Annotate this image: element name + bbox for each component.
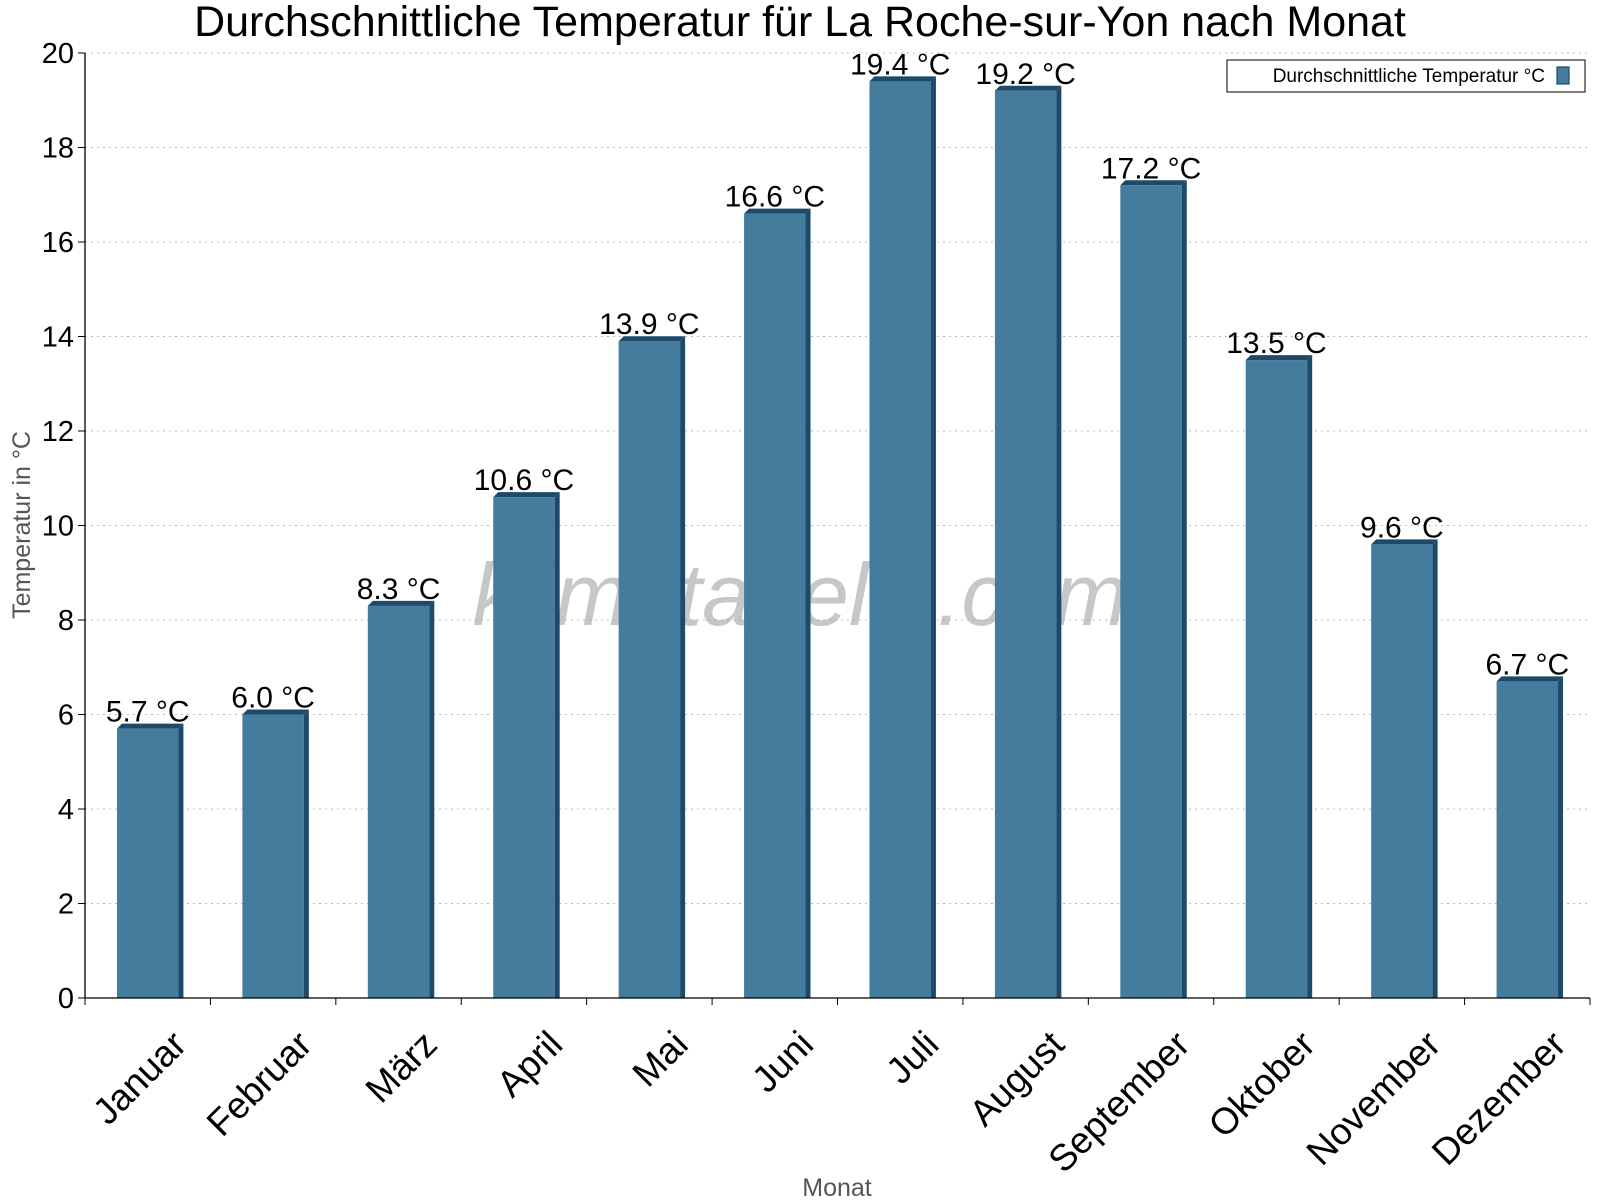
bar-top xyxy=(744,208,811,214)
x-tick-label: Februar xyxy=(199,1023,320,1144)
data-label: 19.2 °C xyxy=(975,58,1075,91)
data-label: 13.9 °C xyxy=(599,308,699,341)
bar-side xyxy=(1558,676,1564,998)
bar-side xyxy=(429,600,435,998)
data-label: 8.3 °C xyxy=(357,573,441,606)
bar-juni xyxy=(744,208,811,998)
bar-februar xyxy=(242,709,309,998)
grid-lines xyxy=(85,52,1590,904)
y-tick-label: 16 xyxy=(42,227,74,259)
bar-top xyxy=(1245,355,1313,361)
data-label: 5.7 °C xyxy=(106,696,190,729)
data-labels: 5.7 °C 6.0 °C 8.3 °C 10.6 °C 13.9 °C 16.6 °C 1… xyxy=(106,48,1569,728)
bar-face xyxy=(744,213,806,998)
y-tick-label: 14 xyxy=(42,322,74,354)
bar-face xyxy=(242,714,304,998)
bar-top xyxy=(994,85,1062,91)
bar-oktober xyxy=(1245,355,1313,998)
data-label: 19.4 °C xyxy=(850,48,950,81)
legend-swatch xyxy=(1556,66,1570,85)
data-label: 9.6 °C xyxy=(1360,511,1444,544)
data-label: 17.2 °C xyxy=(1101,152,1201,185)
y-tick-label: 20 xyxy=(42,38,74,70)
bar-top xyxy=(1371,539,1438,545)
data-label: 13.5 °C xyxy=(1226,327,1326,360)
bar-face xyxy=(869,81,931,999)
bar-side xyxy=(1432,539,1438,998)
data-label: 6.0 °C xyxy=(231,682,315,715)
bar-side xyxy=(1056,85,1062,999)
bar-top xyxy=(1120,180,1187,186)
x-tick-label: Dezember xyxy=(1424,1023,1574,1173)
bar-top xyxy=(367,600,435,606)
y-tick-label: 4 xyxy=(58,794,74,826)
y-tick-label: 18 xyxy=(42,133,74,165)
data-label: 10.6 °C xyxy=(474,464,574,497)
x-tick-label: Juni xyxy=(744,1023,821,1100)
data-label: 6.7 °C xyxy=(1485,648,1569,681)
x-tick-label: Mai xyxy=(625,1023,696,1094)
bars xyxy=(116,76,1564,999)
y-tick-label: 0 xyxy=(58,983,74,1015)
bar-april xyxy=(493,492,560,998)
bar-face xyxy=(618,341,681,999)
y-tick-label: 12 xyxy=(42,416,74,448)
bar-face xyxy=(994,90,1057,999)
x-axis-title: Monat xyxy=(802,1174,872,1200)
bar-side xyxy=(1181,180,1187,999)
bar-side xyxy=(1307,355,1313,998)
bar-face xyxy=(1496,681,1559,998)
bar-face xyxy=(1120,185,1182,999)
bar-august xyxy=(994,85,1062,999)
x-tick-label: März xyxy=(358,1023,445,1110)
bar-face xyxy=(116,728,179,998)
y-tick-label: 8 xyxy=(58,605,74,637)
x-tick-label: April xyxy=(489,1023,570,1104)
bar-top xyxy=(116,723,184,729)
bar-face xyxy=(1371,544,1433,998)
x-tick-label: Januar xyxy=(85,1023,194,1132)
bar-face xyxy=(493,497,555,998)
legend-box xyxy=(1226,59,1586,93)
y-tick-label: 2 xyxy=(58,889,74,921)
bar-side xyxy=(303,709,309,998)
bar-november xyxy=(1371,539,1438,998)
bar-top xyxy=(1496,676,1564,682)
bar-side xyxy=(554,492,560,998)
bar-side xyxy=(930,76,936,999)
x-ticks: Januar Februar März April Mai Juni Juli AugustS… xyxy=(84,998,1591,1180)
bar-top xyxy=(242,709,309,715)
bar-top xyxy=(869,76,936,82)
y-tick-label: 10 xyxy=(42,511,74,543)
bar-mai xyxy=(618,336,686,999)
bar-top xyxy=(618,336,686,342)
bar-dezember xyxy=(1496,676,1564,998)
y-axis-title: Temperatur in °C xyxy=(8,431,36,619)
y-ticks: 0 2 4 6 8 10 12 14 16 18 20 xyxy=(42,38,85,1015)
bar-side xyxy=(680,336,686,999)
bar-januar xyxy=(116,723,184,998)
bar-side xyxy=(805,208,811,998)
y-tick-label: 6 xyxy=(58,700,74,732)
x-tick-label: August xyxy=(962,1023,1073,1134)
chart-title: Durchschnittliche Temperatur für La Roch… xyxy=(194,0,1406,46)
bar-side xyxy=(178,723,184,998)
x-tick-label: November xyxy=(1299,1023,1449,1173)
bar-face xyxy=(1245,360,1308,998)
bar-märz xyxy=(367,600,435,998)
legend-label: Durchschnittliche Temperatur °C xyxy=(1273,66,1545,87)
bar-september xyxy=(1120,180,1187,999)
data-label: 16.6 °C xyxy=(725,181,825,214)
bar-face xyxy=(367,605,430,998)
legend: Durchschnittliche Temperatur °C xyxy=(1226,59,1586,93)
x-tick-label: Oktober xyxy=(1201,1023,1323,1145)
bar-top xyxy=(493,492,560,498)
x-tick-label: Juli xyxy=(878,1023,946,1091)
bar-juli xyxy=(869,76,936,999)
